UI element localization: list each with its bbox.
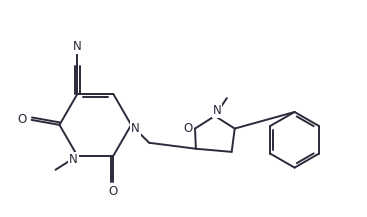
- Text: O: O: [184, 122, 193, 135]
- Text: N: N: [73, 40, 82, 53]
- Text: O: O: [109, 185, 118, 198]
- Text: N: N: [131, 122, 139, 135]
- Text: N: N: [212, 104, 221, 117]
- Text: N: N: [69, 153, 78, 166]
- Text: O: O: [17, 113, 26, 127]
